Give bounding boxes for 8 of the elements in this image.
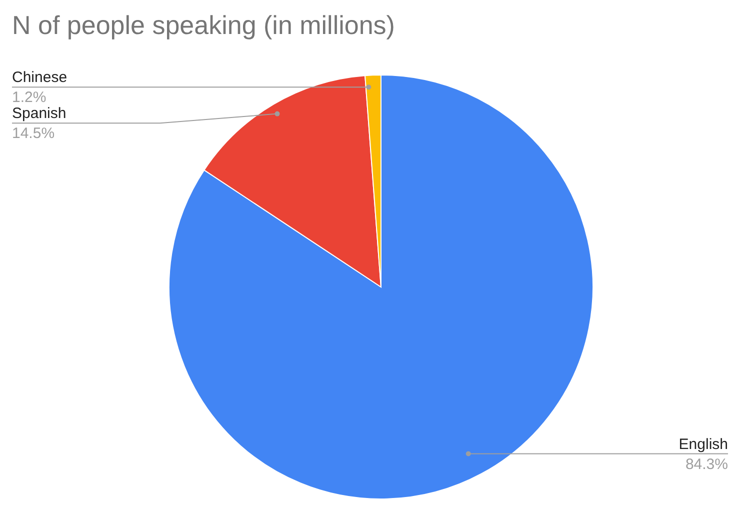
data-label: 14.5% bbox=[12, 125, 55, 142]
slice-label: English bbox=[678, 436, 728, 453]
slice-label: Spanish bbox=[12, 105, 66, 122]
slice-label: Chinese bbox=[12, 69, 68, 86]
chart-title: N of people speaking (in millions) bbox=[12, 10, 395, 41]
data-label: 84.3% bbox=[685, 456, 728, 473]
data-label: 1.2% bbox=[12, 89, 46, 106]
pie-slice bbox=[168, 74, 594, 500]
